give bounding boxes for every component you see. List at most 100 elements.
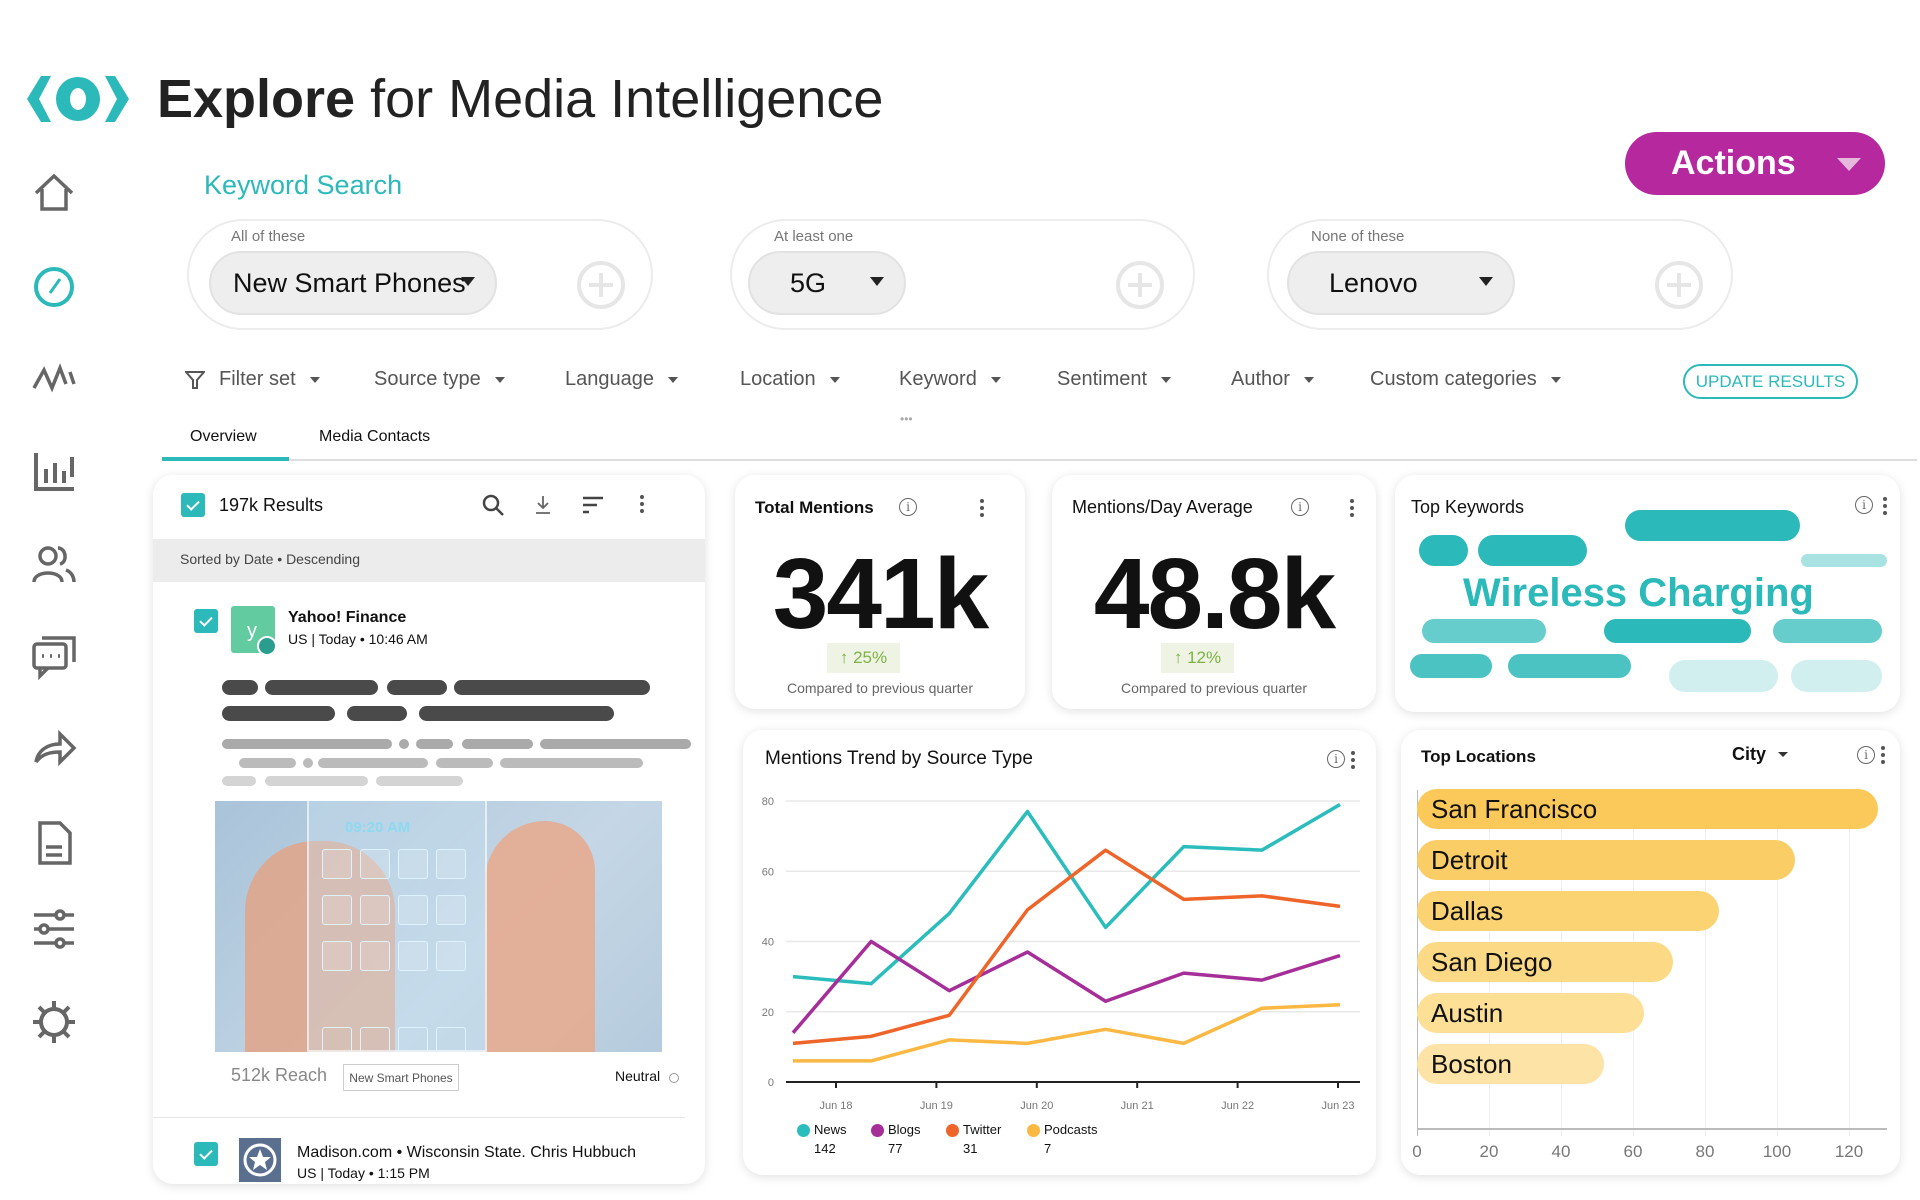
keyword-pill[interactable] xyxy=(1791,660,1882,692)
filter-set-dropdown[interactable]: Filter set xyxy=(185,368,320,391)
bar-chart-icon[interactable] xyxy=(30,447,78,495)
bar-detroit[interactable]: Detroit xyxy=(1417,840,1795,880)
sentiment-dropdown[interactable]: Sentiment xyxy=(1057,368,1172,391)
snippet-placeholder xyxy=(462,739,533,749)
sliders-icon[interactable] xyxy=(30,905,78,953)
x-tick-label: Jun 20 xyxy=(1020,1100,1053,1112)
bar-austin[interactable]: Austin xyxy=(1417,993,1644,1033)
more-options-icon[interactable] xyxy=(1883,497,1887,515)
bar-dallas[interactable]: Dallas xyxy=(1417,891,1720,931)
keyword-tag[interactable]: New Smart Phones xyxy=(343,1064,459,1091)
keyword-pill[interactable] xyxy=(1604,619,1751,643)
result-checkbox[interactable] xyxy=(194,609,218,633)
more-options-icon[interactable] xyxy=(1350,499,1354,517)
select-all-checkbox[interactable] xyxy=(181,493,205,517)
chevron-down-icon xyxy=(1837,158,1861,171)
keyword-pill[interactable] xyxy=(1508,654,1631,678)
snippet-placeholder xyxy=(303,758,313,768)
more-options-icon[interactable] xyxy=(980,499,984,517)
bar-boston[interactable]: Boston xyxy=(1417,1044,1605,1084)
x-tick-label: 80 xyxy=(1695,1142,1715,1161)
keyword-dropdown[interactable]: 5G xyxy=(748,251,906,315)
legend-total: 7 xyxy=(1044,1141,1052,1156)
legend-label: News xyxy=(814,1122,847,1137)
more-options-icon[interactable] xyxy=(1351,751,1355,769)
snippet-placeholder xyxy=(318,758,428,768)
add-keyword-button[interactable] xyxy=(1116,261,1164,309)
snippet-placeholder xyxy=(265,776,368,786)
caret-down-icon xyxy=(870,277,884,286)
update-results-button[interactable]: UPDATE RESULTS xyxy=(1683,364,1858,399)
tabs-divider xyxy=(162,459,1917,461)
more-options-icon[interactable] xyxy=(1881,746,1885,764)
more-filters-button[interactable]: ••• xyxy=(900,412,913,426)
bar-san-diego[interactable]: San Diego xyxy=(1417,942,1673,982)
add-keyword-button[interactable] xyxy=(577,261,625,309)
info-icon[interactable]: i xyxy=(1857,746,1875,764)
custom-categories-dropdown[interactable]: Custom categories xyxy=(1370,368,1561,391)
users-icon[interactable] xyxy=(30,540,78,588)
gear-icon[interactable] xyxy=(30,998,78,1046)
result-divider xyxy=(153,1117,685,1118)
info-icon[interactable]: i xyxy=(1327,750,1345,768)
keyword-pill[interactable] xyxy=(1669,660,1778,692)
document-icon[interactable] xyxy=(30,819,78,867)
total-mentions-card: Total Mentions i 341k ↑ 25% Compared to … xyxy=(735,475,1025,709)
more-options-icon[interactable] xyxy=(640,495,644,513)
group-label: None of these xyxy=(1311,228,1405,245)
top-keyword[interactable]: Wireless Charging xyxy=(1463,571,1814,615)
app-icon xyxy=(398,941,428,971)
x-tick-label: Jun 22 xyxy=(1221,1100,1254,1112)
sort-icon[interactable] xyxy=(581,495,605,515)
result-checkbox[interactable] xyxy=(194,1142,218,1166)
chat-icon[interactable] xyxy=(30,632,78,680)
x-tick-label: 60 xyxy=(1623,1142,1643,1161)
search-icon[interactable] xyxy=(481,493,505,517)
card-title: Total Mentions xyxy=(755,498,874,517)
compass-icon[interactable] xyxy=(30,263,78,311)
snippet-placeholder xyxy=(416,739,453,749)
snippet-placeholder xyxy=(436,758,493,768)
info-icon[interactable]: i xyxy=(899,498,917,516)
info-icon[interactable]: i xyxy=(1291,498,1309,516)
reach-label: 512k Reach xyxy=(231,1065,328,1085)
article-image[interactable]: 09:20 AM xyxy=(215,801,662,1052)
x-tick-label: 0 xyxy=(1412,1142,1422,1161)
result-source[interactable]: Yahoo! Finance xyxy=(288,609,407,626)
app-grid xyxy=(322,849,472,1052)
dock-icon xyxy=(360,1027,390,1052)
source-type-dropdown[interactable]: Source type xyxy=(374,368,505,391)
tab-overview[interactable]: Overview xyxy=(190,428,257,445)
pulse-icon[interactable] xyxy=(30,354,78,402)
download-icon[interactable] xyxy=(533,493,553,517)
result-source[interactable]: Madison.com • Wisconsin State. Chris Hub… xyxy=(297,1144,637,1161)
star-icon xyxy=(243,1143,277,1177)
share-icon[interactable] xyxy=(30,724,78,772)
language-dropdown[interactable]: Language xyxy=(565,368,678,391)
keyword-pill[interactable] xyxy=(1625,510,1800,541)
city-dropdown[interactable]: City xyxy=(1732,744,1789,765)
add-keyword-button[interactable] xyxy=(1655,261,1703,309)
dock-icon xyxy=(436,1027,466,1052)
keyword-pill[interactable] xyxy=(1422,619,1546,643)
keyword-pill[interactable] xyxy=(1478,535,1587,566)
keyword-pill[interactable] xyxy=(1773,619,1882,643)
info-icon[interactable]: i xyxy=(1855,496,1873,514)
keyword-dropdown[interactable]: Lenovo xyxy=(1287,251,1515,315)
snippet-placeholder xyxy=(540,739,691,749)
author-dropdown[interactable]: Author xyxy=(1231,368,1314,391)
home-icon[interactable] xyxy=(30,169,78,217)
active-tab-indicator xyxy=(162,457,289,461)
actions-button[interactable]: Actions xyxy=(1625,132,1885,195)
headline-placeholder xyxy=(222,680,258,695)
keyword-dropdown[interactable]: New Smart Phones xyxy=(209,251,497,315)
keyword-pill[interactable] xyxy=(1801,554,1887,567)
keyword-pill[interactable] xyxy=(1410,654,1492,678)
location-dropdown[interactable]: Location xyxy=(740,368,840,391)
keyword-pill[interactable] xyxy=(1419,535,1468,566)
keyword-dropdown[interactable]: Keyword xyxy=(899,368,1001,391)
app-icon xyxy=(322,941,352,971)
bar-san-francisco[interactable]: San Francisco xyxy=(1417,789,1878,829)
tab-media-contacts[interactable]: Media Contacts xyxy=(319,428,431,445)
thumb-shape xyxy=(485,821,595,1052)
